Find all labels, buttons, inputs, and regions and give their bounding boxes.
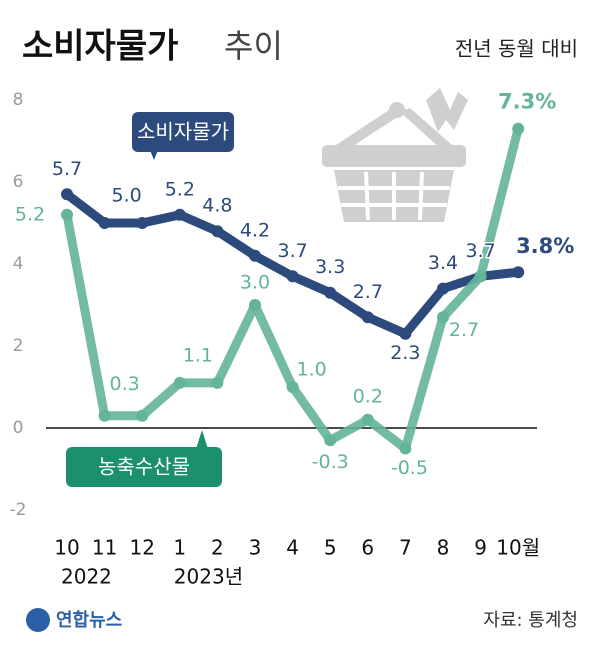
data-point [437, 282, 449, 295]
data-label: 2.3 [390, 342, 420, 364]
data-point [211, 376, 224, 389]
data-label: 3.0 [240, 272, 270, 294]
data-point [324, 286, 337, 299]
data-label: 3.7 [277, 240, 307, 262]
data-point [361, 413, 374, 426]
y-tick-label: 4 [13, 254, 24, 274]
data-point [136, 217, 149, 229]
data-point [249, 249, 261, 262]
data-point [399, 442, 412, 455]
x-tick-label: 12 [129, 536, 154, 560]
chart-subtitle: 전년 동월 대비 [455, 37, 578, 61]
data-point [361, 311, 374, 324]
x-tick-label: 10 [54, 536, 79, 560]
x-tick-label: 6 [361, 536, 374, 560]
data-label: 7.3% [498, 90, 556, 114]
data-label: 5.2 [15, 203, 45, 225]
data-label: -0.5 [391, 457, 428, 479]
x-tick-label: 1 [173, 536, 186, 560]
legend-label: 소비자물가 [137, 120, 229, 144]
legend-label: 농축수산물 [98, 455, 190, 479]
data-label: 1.0 [296, 359, 326, 381]
data-label: 2.7 [449, 319, 479, 341]
data-point [173, 208, 186, 221]
data-label: -0.3 [312, 451, 349, 473]
data-point [61, 188, 73, 201]
data-point [474, 270, 487, 283]
data-point [173, 376, 186, 389]
data-point [286, 381, 299, 393]
data-label: 3.4 [428, 252, 458, 274]
data-label: 4.2 [240, 219, 270, 241]
x-tick-label: 10월 [496, 536, 540, 560]
source: 자료: 통계청 [483, 610, 578, 631]
data-label: 5.0 [111, 185, 141, 207]
logo: 연합뉴스 [26, 608, 122, 632]
x-tick-label: 7 [399, 536, 412, 560]
data-point [136, 409, 149, 422]
data-point [286, 270, 299, 283]
data-point [249, 299, 261, 311]
x-tick-label: 2 [211, 536, 224, 560]
x-tick-label: 3 [249, 536, 262, 560]
data-point [437, 311, 449, 324]
data-point [324, 434, 337, 447]
data-point [61, 208, 73, 221]
data-label: 3.8% [516, 234, 574, 258]
chart-title-suffix: 추이 [224, 27, 283, 65]
data-point [98, 217, 111, 229]
data-label: 3.3 [315, 256, 345, 278]
x-tick-label: 8 [437, 536, 450, 560]
x-tick-label: 9 [474, 536, 487, 560]
y-tick-label: 2 [13, 336, 24, 356]
data-point [98, 409, 111, 422]
data-label: 1.1 [183, 344, 213, 366]
data-label: 5.2 [165, 178, 195, 200]
basket-grid [338, 171, 450, 221]
data-point [399, 327, 412, 340]
legend-box: 소비자물가 농축수산물 [66, 112, 234, 487]
data-label: 3.7 [465, 240, 495, 262]
y-tick-label: 0 [13, 418, 24, 438]
data-point [512, 266, 525, 279]
chart-title: 소비자물가 [22, 27, 178, 67]
y-tick-label: 6 [13, 172, 24, 192]
x-sublabel: 2022 [61, 565, 112, 589]
logo-text: 연합뉴스 [56, 609, 122, 631]
data-label: 2.7 [353, 281, 383, 303]
data-label: 0.3 [109, 373, 139, 395]
y-tick-label: 8 [13, 90, 24, 110]
x-sublabel: 2023년 [174, 565, 243, 589]
x-tick-label: 5 [324, 536, 337, 560]
y-tick-label: -2 [10, 500, 27, 520]
data-label: 0.2 [353, 385, 383, 407]
x-tick-label: 4 [286, 536, 299, 560]
data-point [512, 122, 525, 135]
x-tick-label: 11 [92, 536, 117, 560]
data-label: 4.8 [202, 195, 232, 217]
data-point [211, 225, 224, 238]
data-label: 5.7 [52, 158, 82, 180]
